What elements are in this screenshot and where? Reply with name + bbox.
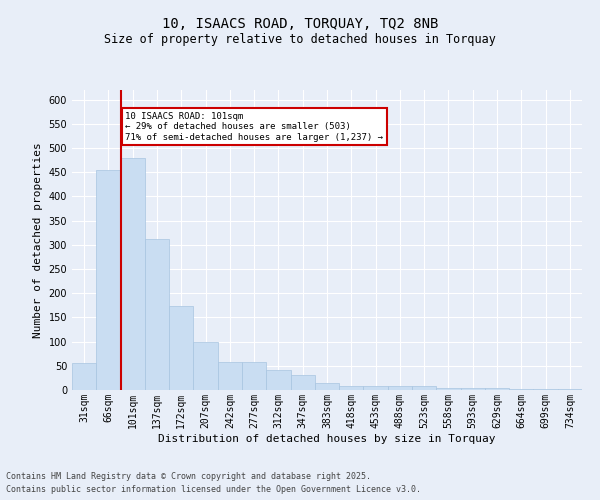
Text: Size of property relative to detached houses in Torquay: Size of property relative to detached ho… xyxy=(104,32,496,46)
Bar xyxy=(218,362,242,390)
Bar xyxy=(461,388,485,390)
Bar xyxy=(193,342,218,390)
Text: Contains public sector information licensed under the Open Government Licence v3: Contains public sector information licen… xyxy=(6,485,421,494)
X-axis label: Distribution of detached houses by size in Torquay: Distribution of detached houses by size … xyxy=(158,434,496,444)
Bar xyxy=(169,306,193,390)
Text: 10 ISAACS ROAD: 101sqm
← 29% of detached houses are smaller (503)
71% of semi-de: 10 ISAACS ROAD: 101sqm ← 29% of detached… xyxy=(125,112,383,142)
Bar xyxy=(436,388,461,390)
Bar xyxy=(533,389,558,390)
Bar xyxy=(485,388,509,390)
Bar xyxy=(339,386,364,390)
Bar xyxy=(96,170,121,390)
Y-axis label: Number of detached properties: Number of detached properties xyxy=(33,142,43,338)
Bar xyxy=(72,364,96,390)
Bar xyxy=(315,383,339,390)
Bar xyxy=(290,376,315,390)
Bar xyxy=(266,370,290,390)
Bar xyxy=(558,388,582,390)
Text: Contains HM Land Registry data © Crown copyright and database right 2025.: Contains HM Land Registry data © Crown c… xyxy=(6,472,371,481)
Bar xyxy=(364,386,388,390)
Bar xyxy=(412,386,436,390)
Bar xyxy=(388,386,412,390)
Text: 10, ISAACS ROAD, TORQUAY, TQ2 8NB: 10, ISAACS ROAD, TORQUAY, TQ2 8NB xyxy=(162,18,438,32)
Bar xyxy=(242,362,266,390)
Bar xyxy=(509,389,533,390)
Bar xyxy=(121,158,145,390)
Bar xyxy=(145,239,169,390)
